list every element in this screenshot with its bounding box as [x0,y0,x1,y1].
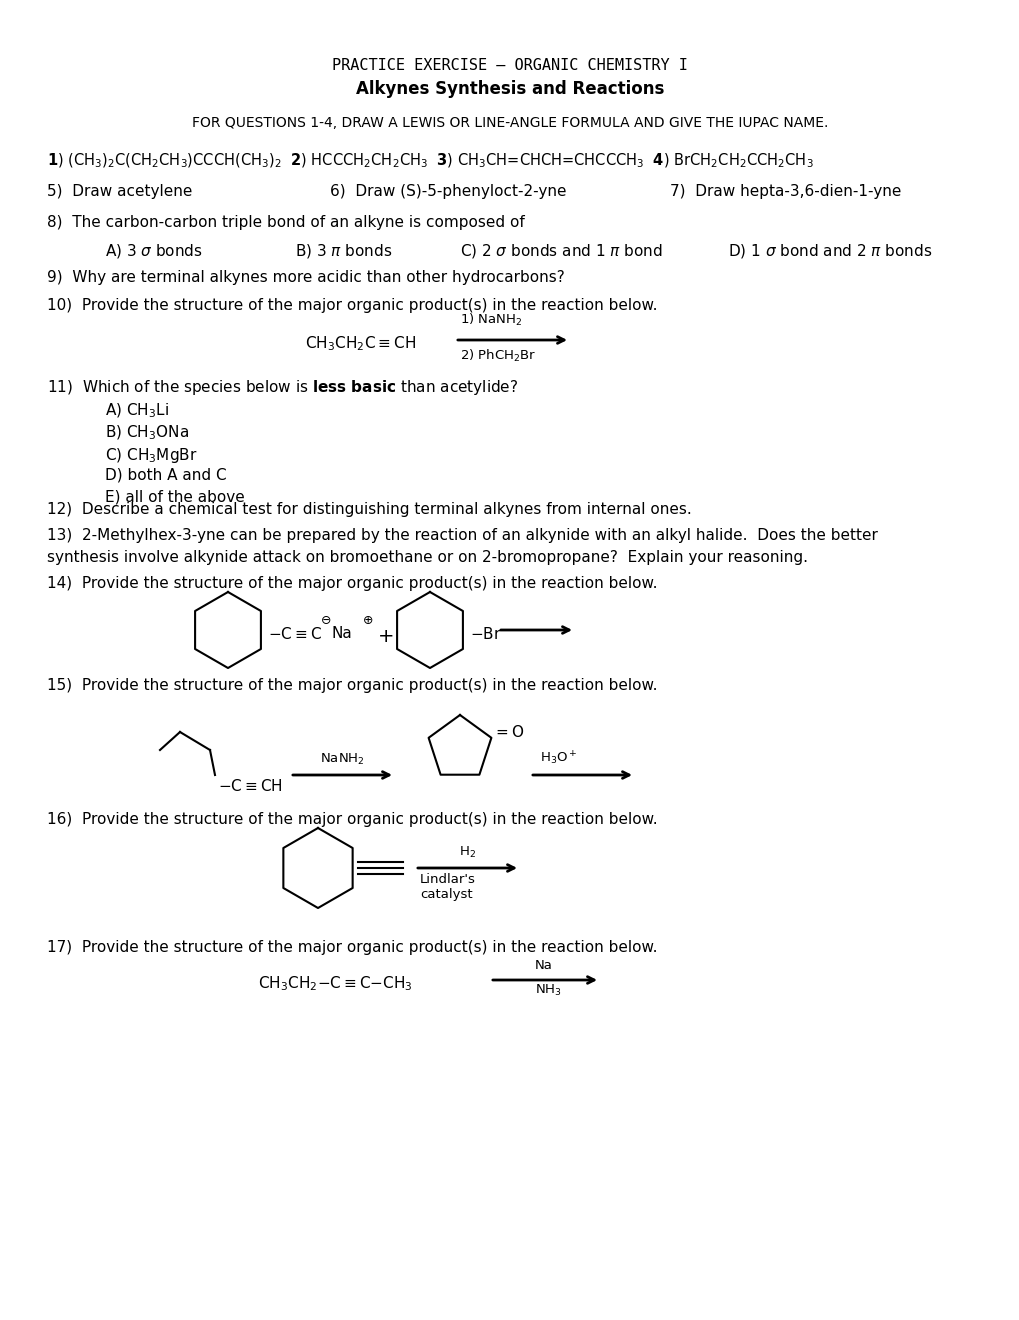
Text: $\oplus$: $\oplus$ [362,614,373,627]
Text: NaNH$_2$: NaNH$_2$ [320,752,364,767]
Text: B) CH$_3$ONa: B) CH$_3$ONa [105,424,189,442]
Text: 15)  Provide the structure of the major organic product(s) in the reaction below: 15) Provide the structure of the major o… [47,678,657,693]
Text: H$_3$O$^+$: H$_3$O$^+$ [539,750,577,767]
Text: B) 3 $\pi$ bonds: B) 3 $\pi$ bonds [294,242,392,260]
Text: 11)  Which of the species below is $\mathbf{less\ basic}$ than acetylide?: 11) Which of the species below is $\math… [47,378,518,397]
Text: FOR QUESTIONS 1-4, DRAW A LEWIS OR LINE-ANGLE FORMULA AND GIVE THE IUPAC NAME.: FOR QUESTIONS 1-4, DRAW A LEWIS OR LINE-… [192,116,827,129]
Text: 10)  Provide the structure of the major organic product(s) in the reaction below: 10) Provide the structure of the major o… [47,298,657,313]
Text: 13)  2-Methylhex-3-yne can be prepared by the reaction of an alkynide with an al: 13) 2-Methylhex-3-yne can be prepared by… [47,528,877,543]
Text: H$_2$: H$_2$ [459,845,475,861]
Text: C) 2 $\sigma$ bonds and 1 $\pi$ bond: C) 2 $\sigma$ bonds and 1 $\pi$ bond [460,242,662,260]
Text: 16)  Provide the structure of the major organic product(s) in the reaction below: 16) Provide the structure of the major o… [47,812,657,828]
Text: Lindlar's: Lindlar's [420,873,476,886]
Text: Na: Na [535,960,552,972]
Text: synthesis involve alkynide attack on bromoethane or on 2-bromopropane?  Explain : synthesis involve alkynide attack on bro… [47,550,807,565]
Text: $=$O: $=$O [492,723,525,741]
Text: $-$C$\equiv$C: $-$C$\equiv$C [268,626,322,642]
Text: +: + [378,627,394,645]
Text: E) all of the above: E) all of the above [105,490,245,506]
Text: 1) NaNH$_2$: 1) NaNH$_2$ [460,312,522,327]
Text: 8)  The carbon-carbon triple bond of an alkyne is composed of: 8) The carbon-carbon triple bond of an a… [47,215,524,230]
Text: 17)  Provide the structure of the major organic product(s) in the reaction below: 17) Provide the structure of the major o… [47,940,657,954]
Text: $\ominus$: $\ominus$ [320,614,331,627]
Text: NH$_3$: NH$_3$ [535,983,561,998]
Text: 14)  Provide the structure of the major organic product(s) in the reaction below: 14) Provide the structure of the major o… [47,576,657,591]
Text: 9)  Why are terminal alkynes more acidic than other hydrocarbons?: 9) Why are terminal alkynes more acidic … [47,271,565,285]
Text: 12)  Describe a chemical test for distinguishing terminal alkynes from internal : 12) Describe a chemical test for disting… [47,502,691,517]
Text: PRACTICE EXERCISE – ORGANIC CHEMISTRY I: PRACTICE EXERCISE – ORGANIC CHEMISTRY I [332,58,687,73]
Text: $-$Br: $-$Br [470,626,501,642]
Text: A) 3 $\sigma$ bonds: A) 3 $\sigma$ bonds [105,242,203,260]
Text: Na: Na [331,627,353,642]
Text: 7)  Draw hepta-3,6-dien-1-yne: 7) Draw hepta-3,6-dien-1-yne [669,183,901,199]
Text: CH$_3$CH$_2$$-$C$\equiv$C$-$CH$_3$: CH$_3$CH$_2$$-$C$\equiv$C$-$CH$_3$ [258,974,413,993]
Text: CH$_3$CH$_2$C$\equiv$CH: CH$_3$CH$_2$C$\equiv$CH [305,334,416,352]
Text: 6)  Draw (S)-5-phenyloct-2-yne: 6) Draw (S)-5-phenyloct-2-yne [330,183,566,199]
Text: 5)  Draw acetylene: 5) Draw acetylene [47,183,193,199]
Text: D) 1 $\sigma$ bond and 2 $\pi$ bonds: D) 1 $\sigma$ bond and 2 $\pi$ bonds [728,242,931,260]
Text: D) both A and C: D) both A and C [105,469,226,483]
Text: A) CH$_3$Li: A) CH$_3$Li [105,403,169,420]
Text: catalyst: catalyst [420,888,472,902]
Text: Alkynes Synthesis and Reactions: Alkynes Synthesis and Reactions [356,81,663,98]
Text: 2) PhCH$_2$Br: 2) PhCH$_2$Br [460,348,536,364]
Text: C) CH$_3$MgBr: C) CH$_3$MgBr [105,446,198,465]
Text: $\mathbf{1}$) (CH$_3$)$_2$C(CH$_2$CH$_3$)CCCH(CH$_3$)$_2$  $\mathbf{2}$) HCCCH$_: $\mathbf{1}$) (CH$_3$)$_2$C(CH$_2$CH$_3$… [47,152,813,170]
Text: $-$C$\equiv$CH: $-$C$\equiv$CH [218,777,282,795]
